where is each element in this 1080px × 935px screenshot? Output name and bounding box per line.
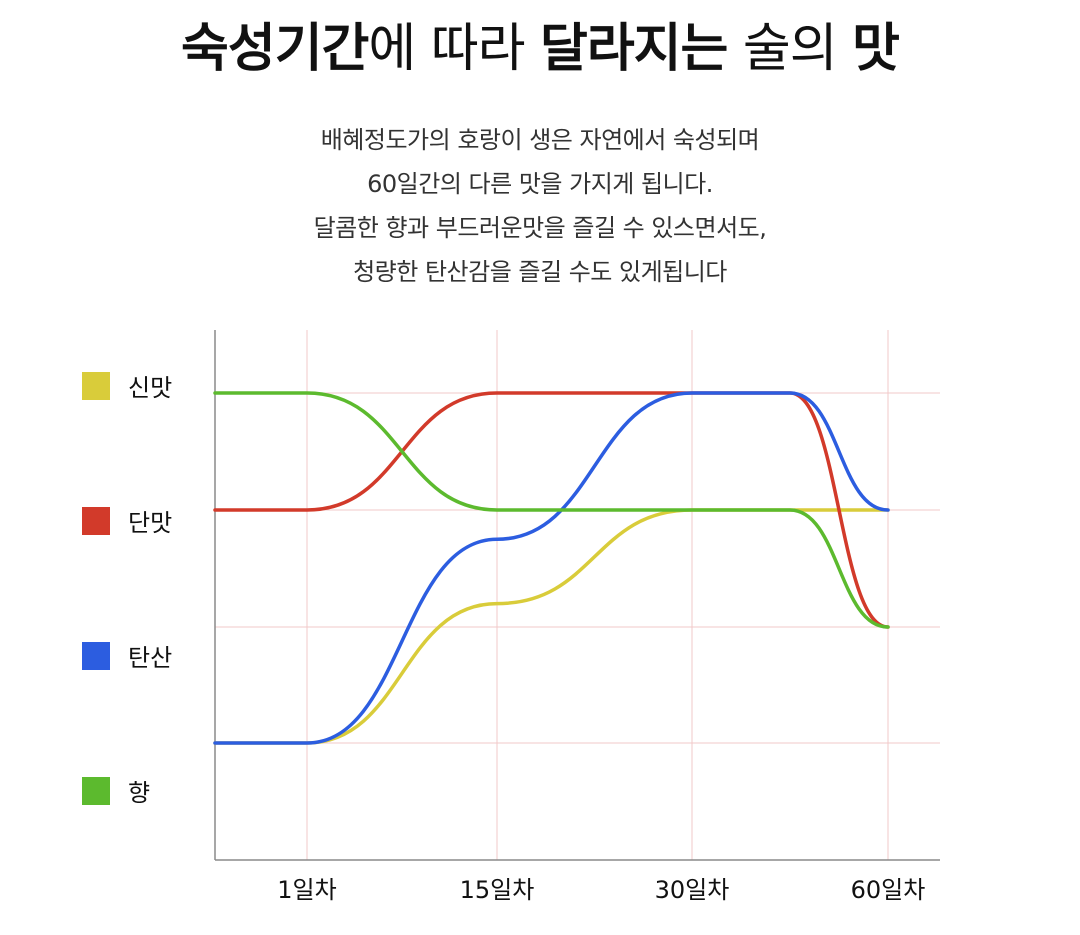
- legend-label: 탄산: [128, 644, 172, 672]
- legend-label: 향: [128, 779, 150, 807]
- legend-swatch: [82, 372, 110, 400]
- series-line: [213, 391, 890, 629]
- title-part-3: 달라지는: [540, 19, 728, 79]
- description: 배혜정도가의 호랑이 생은 자연에서 숙성되며 60일간의 다른 맛을 가지게 …: [0, 118, 1080, 294]
- x-tick-label: 1일차: [277, 876, 336, 904]
- legend-label: 단맛: [128, 509, 172, 537]
- x-tick-label: 60일차: [851, 876, 926, 904]
- title-part-1: 숙성기간: [181, 19, 369, 79]
- description-line-1: 배혜정도가의 호랑이 생은 자연에서 숙성되며: [320, 126, 760, 154]
- legend-swatch: [82, 642, 110, 670]
- description-line-2: 60일간의 다른 맛을 가지게 됩니다.: [367, 170, 713, 198]
- title-part-4: 술의: [727, 19, 853, 79]
- legend-swatch: [82, 777, 110, 805]
- x-tick-label: 30일차: [655, 876, 730, 904]
- legend-label: 신맛: [128, 374, 172, 402]
- chart-title: 숙성기간에 따라 달라지는 술의 맛: [0, 14, 1080, 84]
- series-line: [213, 391, 890, 629]
- legend-swatch: [82, 507, 110, 535]
- series-line: [213, 391, 890, 745]
- title-part-5: 맛: [852, 19, 900, 79]
- title-part-2: 에 따라: [368, 19, 540, 79]
- description-line-3: 달콤한 향과 부드러운맛을 즐길 수 있스면서도,: [313, 214, 767, 242]
- description-line-4: 청량한 탄산감을 즐길 수도 있게됩니다: [353, 258, 727, 286]
- x-tick-label: 15일차: [460, 876, 535, 904]
